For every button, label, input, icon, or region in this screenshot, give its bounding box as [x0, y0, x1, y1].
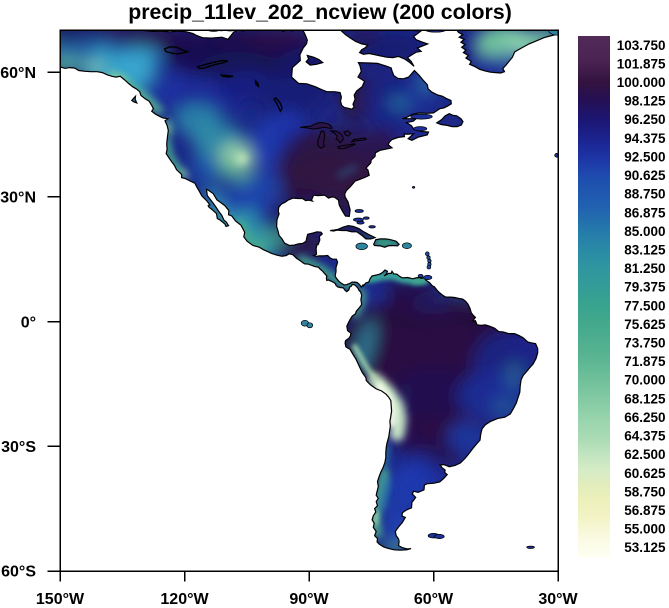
svg-text:71.875: 71.875 — [624, 354, 666, 369]
svg-text:96.250: 96.250 — [624, 112, 665, 127]
svg-text:60.625: 60.625 — [624, 466, 666, 481]
svg-text:62.500: 62.500 — [624, 447, 665, 462]
svg-text:90°W: 90°W — [289, 591, 329, 608]
svg-text:30°W: 30°W — [538, 591, 578, 608]
svg-text:150°W: 150°W — [36, 591, 85, 608]
svg-text:66.250: 66.250 — [624, 410, 665, 425]
svg-text:77.500: 77.500 — [624, 298, 665, 313]
svg-text:73.750: 73.750 — [624, 336, 665, 351]
svg-text:120°W: 120°W — [160, 591, 209, 608]
svg-text:94.375: 94.375 — [624, 131, 666, 146]
svg-text:90.625: 90.625 — [624, 168, 666, 183]
svg-text:75.625: 75.625 — [624, 317, 666, 332]
svg-text:98.125: 98.125 — [624, 94, 666, 109]
svg-text:101.875: 101.875 — [617, 56, 666, 71]
svg-text:precip_11lev_202_ncview (200 c: precip_11lev_202_ncview (200 colors) — [128, 0, 512, 24]
svg-text:86.875: 86.875 — [624, 205, 666, 220]
svg-text:60°W: 60°W — [414, 591, 454, 608]
svg-text:53.125: 53.125 — [624, 540, 666, 555]
svg-text:70.000: 70.000 — [624, 373, 665, 388]
svg-text:88.750: 88.750 — [624, 187, 665, 202]
svg-text:68.125: 68.125 — [624, 391, 666, 406]
svg-text:79.375: 79.375 — [624, 280, 666, 295]
svg-text:85.000: 85.000 — [624, 224, 665, 239]
svg-text:0°: 0° — [21, 314, 36, 331]
svg-text:81.250: 81.250 — [624, 261, 665, 276]
svg-text:30°S: 30°S — [1, 439, 36, 456]
svg-text:103.750: 103.750 — [617, 38, 666, 53]
svg-text:64.375: 64.375 — [624, 429, 666, 444]
svg-text:60°N: 60°N — [0, 65, 36, 82]
svg-text:83.125: 83.125 — [624, 242, 666, 257]
svg-text:92.500: 92.500 — [624, 149, 665, 164]
svg-text:60°S: 60°S — [1, 564, 36, 581]
svg-text:58.750: 58.750 — [624, 484, 665, 499]
svg-text:56.875: 56.875 — [624, 503, 666, 518]
svg-text:30°N: 30°N — [0, 190, 36, 207]
svg-text:100.000: 100.000 — [617, 75, 666, 90]
svg-text:55.000: 55.000 — [624, 522, 665, 537]
